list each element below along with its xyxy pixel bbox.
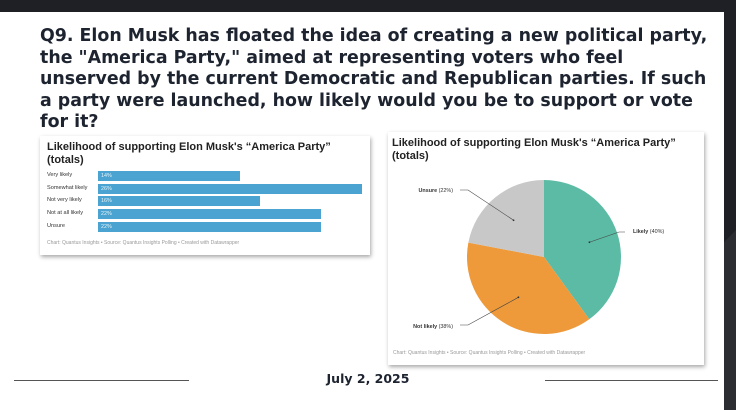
bar	[98, 196, 261, 207]
pie-slice-label: Not likely (38%)	[413, 324, 453, 330]
pie-chart-title: Likelihood of supporting Elon Musk's “Am…	[392, 137, 676, 162]
bar-category-label: Unsure	[47, 222, 66, 229]
bar-value-label: 14%	[101, 173, 112, 179]
pie-slice-label: Unsure (22%)	[419, 188, 454, 194]
pie-leader-dot	[588, 241, 591, 244]
bar	[98, 221, 322, 232]
bar-category-label: Somewhat likely	[47, 184, 88, 191]
bar-chart-title: Likelihood of supporting Elon Musk's “Am…	[47, 141, 331, 166]
divider-right	[545, 380, 718, 381]
divider-left	[14, 380, 189, 381]
bar-category-label: Not at all likely	[47, 210, 84, 217]
bar	[98, 171, 241, 181]
pie-slice-label: Likely (40%)	[633, 229, 664, 235]
pie-leader-dot	[512, 219, 515, 222]
bar	[98, 183, 362, 194]
pie-chart-footer: Chart: Quantus Insights • Source: Quantu…	[393, 350, 586, 356]
pie-leader-line	[460, 297, 519, 326]
pie-leader-line	[460, 189, 514, 221]
bar-value-label: 16%	[101, 198, 112, 205]
bar-value-label: 26%	[101, 185, 112, 192]
bar	[98, 209, 322, 220]
bar-category-label: Very likely	[47, 172, 73, 178]
bar-value-label: 22%	[101, 211, 112, 218]
question-text: Q9. Elon Musk has floated the idea of cr…	[40, 26, 708, 132]
bar-category-label: Not very likely	[47, 197, 82, 204]
pie-chart-plot: Likely (40%) Not likely (38%) Unsure (22%)	[413, 180, 664, 334]
date-label: July 2, 2025	[326, 371, 410, 386]
pie-slice	[544, 180, 621, 320]
pie-leader-dot	[517, 296, 520, 299]
bar-chart-footer: Chart: Quantus Insights • Source: Quantu…	[47, 240, 240, 246]
bar-chart-card: Likelihood of supporting Elon Musk's “Am…	[40, 136, 370, 255]
pie-slice	[468, 180, 544, 257]
pie-slice	[467, 242, 590, 334]
bar-value-label: 22%	[101, 223, 112, 230]
pie-leader-line	[589, 231, 625, 243]
pie-chart-card: Likelihood of supporting Elon Musk's “Am…	[388, 132, 704, 365]
